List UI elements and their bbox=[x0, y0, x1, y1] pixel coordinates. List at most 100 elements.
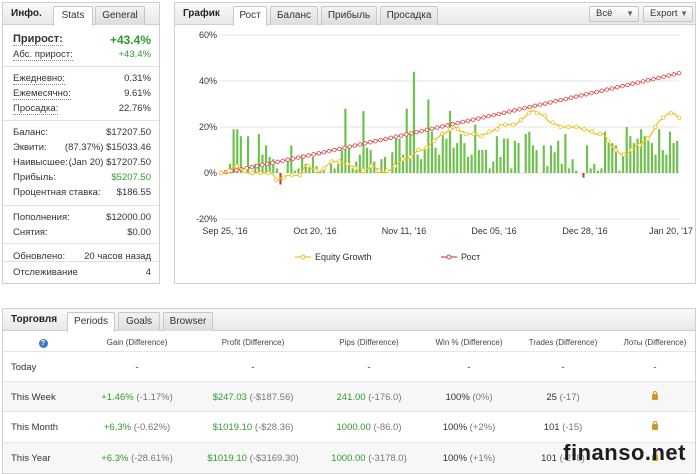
cell-trades: 101 (-15) bbox=[503, 422, 623, 433]
bar bbox=[571, 159, 574, 173]
chevron-down-icon: ▼ bbox=[680, 9, 688, 18]
y-tick-label: 20% bbox=[199, 122, 217, 132]
info-value: $12000.00 bbox=[106, 212, 151, 223]
bar bbox=[239, 136, 242, 173]
info-value: 20 часов назад bbox=[84, 251, 151, 262]
bar bbox=[647, 140, 650, 173]
cell-pips: - bbox=[309, 362, 429, 373]
growth-point bbox=[651, 76, 656, 82]
equity-point bbox=[305, 163, 311, 169]
tab-goals[interactable]: Goals bbox=[118, 312, 160, 331]
equity-point bbox=[439, 131, 445, 137]
growth-point bbox=[409, 131, 414, 136]
cell-gain: - bbox=[77, 362, 197, 373]
cell-difference: (-17) bbox=[559, 392, 580, 403]
tab-browser[interactable]: Browser bbox=[163, 312, 213, 331]
export-dropdown-label: Export bbox=[650, 8, 678, 19]
equity-point bbox=[455, 127, 461, 132]
growth-point bbox=[522, 105, 527, 111]
growth-chart: 60% 40% 20% 0% -20% Sep 25, '16 Oct 20, '16 Nov… bbox=[196, 30, 693, 262]
growth-point bbox=[609, 86, 615, 91]
equity-point bbox=[463, 131, 468, 137]
equity-point bbox=[495, 127, 500, 132]
question-icon[interactable]: ? bbox=[38, 339, 48, 348]
bar bbox=[546, 166, 549, 173]
cell-trades: 25 (-17) bbox=[503, 392, 623, 403]
growth-point bbox=[414, 129, 419, 135]
growth-point bbox=[460, 119, 466, 125]
growth-point bbox=[234, 167, 239, 173]
cell-win: 100% (0%) bbox=[409, 392, 529, 403]
info-value: 9.61% bbox=[124, 88, 151, 99]
cell-difference: (-176.0) bbox=[368, 392, 402, 403]
cell-difference: (-$28.36) bbox=[254, 422, 294, 433]
bar bbox=[542, 145, 545, 173]
tab-profit[interactable]: Прибыль bbox=[321, 6, 377, 25]
bar bbox=[365, 147, 369, 173]
growth-point bbox=[373, 138, 378, 144]
equity-point bbox=[226, 168, 232, 173]
equity-point bbox=[281, 175, 287, 180]
equity-point bbox=[668, 110, 674, 116]
tab-periods[interactable]: Periods bbox=[67, 312, 115, 332]
info-row: Прибыль: $5207.50 bbox=[13, 172, 151, 186]
growth-point bbox=[352, 143, 357, 148]
bar bbox=[441, 131, 444, 173]
growth-point bbox=[332, 147, 337, 153]
growth-point bbox=[434, 125, 440, 130]
legend-growth-label: Рост bbox=[461, 252, 480, 262]
bar bbox=[416, 154, 419, 173]
bar bbox=[632, 143, 636, 173]
growth-point bbox=[532, 103, 538, 109]
growth-point bbox=[337, 146, 342, 152]
tab-stats[interactable]: Stats bbox=[53, 6, 93, 26]
tab-growth[interactable]: Рост bbox=[233, 6, 267, 26]
equity-point bbox=[345, 161, 350, 166]
range-dropdown[interactable]: Всё ▼ bbox=[589, 6, 639, 22]
cell-win: - bbox=[409, 362, 529, 373]
info-row: Обновлено: 20 часов назад bbox=[13, 251, 151, 265]
bar bbox=[340, 150, 343, 173]
bar bbox=[499, 156, 502, 173]
growth-point bbox=[476, 116, 481, 121]
equity-point bbox=[400, 156, 405, 162]
equity-point bbox=[526, 110, 532, 116]
equity-point bbox=[534, 110, 540, 116]
bar bbox=[603, 131, 607, 173]
tab-drawdown[interactable]: Просадка bbox=[380, 6, 438, 25]
info-title: Инфо. bbox=[11, 8, 42, 19]
growth-point bbox=[347, 144, 352, 149]
growth-point bbox=[470, 117, 476, 122]
help-icon[interactable]: ? bbox=[0, 338, 93, 348]
equity-point bbox=[376, 168, 382, 173]
cell-difference: (-3178.0) bbox=[368, 453, 407, 464]
equity-point bbox=[447, 127, 453, 132]
bar bbox=[297, 168, 300, 173]
info-panel: Инфо. Stats General Прирост: +43.4% Абс. п… bbox=[2, 2, 160, 284]
bar bbox=[412, 71, 416, 173]
growth-point bbox=[615, 85, 620, 90]
legend-growth-marker bbox=[446, 254, 452, 260]
bar bbox=[636, 138, 639, 173]
bar bbox=[329, 163, 333, 173]
growth-point bbox=[301, 154, 306, 159]
bar bbox=[658, 129, 661, 173]
export-dropdown[interactable]: Export ▼ bbox=[643, 6, 693, 22]
equity-point bbox=[518, 117, 524, 123]
bar bbox=[643, 136, 646, 173]
bar bbox=[394, 136, 397, 173]
growth-point bbox=[383, 136, 388, 142]
cell-gain: +1.46% (-1.17%) bbox=[77, 392, 197, 403]
bar bbox=[560, 163, 563, 173]
tab-balance[interactable]: Баланс bbox=[270, 6, 318, 25]
tab-general[interactable]: General bbox=[95, 6, 145, 25]
bar bbox=[430, 131, 434, 173]
growth-point bbox=[599, 88, 605, 93]
bar bbox=[369, 150, 372, 173]
info-row: Эквити: (87.37%) $15033.46 bbox=[13, 142, 151, 156]
column-header: Pips (Difference) bbox=[339, 338, 399, 347]
growth-point bbox=[579, 93, 584, 98]
growth-point bbox=[676, 70, 682, 76]
equity-point bbox=[621, 152, 626, 157]
range-dropdown-label: Всё bbox=[596, 8, 613, 19]
